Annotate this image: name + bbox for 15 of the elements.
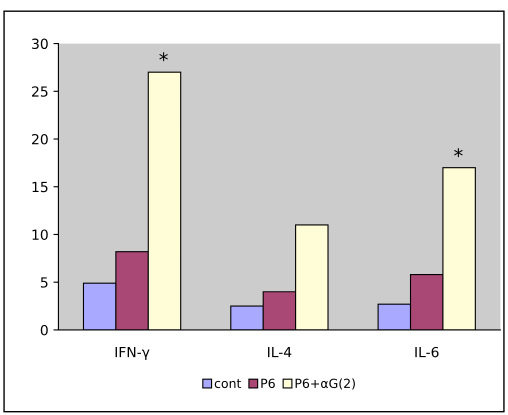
y-tick-label: 5 [40, 277, 48, 288]
x-tick-label: IFN-γ [116, 347, 150, 360]
annotation: * [159, 52, 168, 62]
y-tick-label: 20 [32, 134, 48, 144]
y-tick-label: 15 [32, 182, 48, 192]
legend-label: P6+αG(2) [296, 378, 355, 390]
y-tick-label: 0 [40, 324, 48, 336]
x-tick-label: IL-4 [268, 347, 292, 358]
annotation: * [454, 148, 463, 158]
y-tick-label: 25 [32, 86, 48, 97]
y-tick-label: 10 [32, 229, 48, 240]
x-tick-label: IL-6 [415, 346, 439, 358]
legend-label: P6 [261, 378, 275, 388]
y-tick-label: 30 [32, 38, 48, 50]
legend-label: cont [214, 379, 242, 388]
